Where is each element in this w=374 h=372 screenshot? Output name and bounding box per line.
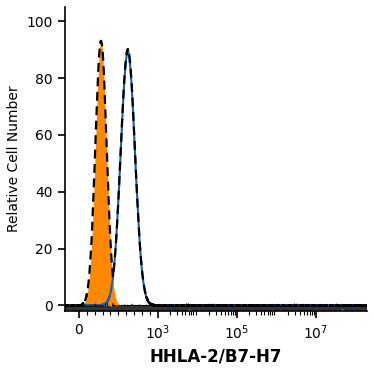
Y-axis label: Relative Cell Number: Relative Cell Number (7, 86, 21, 232)
X-axis label: HHLA-2/B7-H7: HHLA-2/B7-H7 (150, 347, 282, 365)
